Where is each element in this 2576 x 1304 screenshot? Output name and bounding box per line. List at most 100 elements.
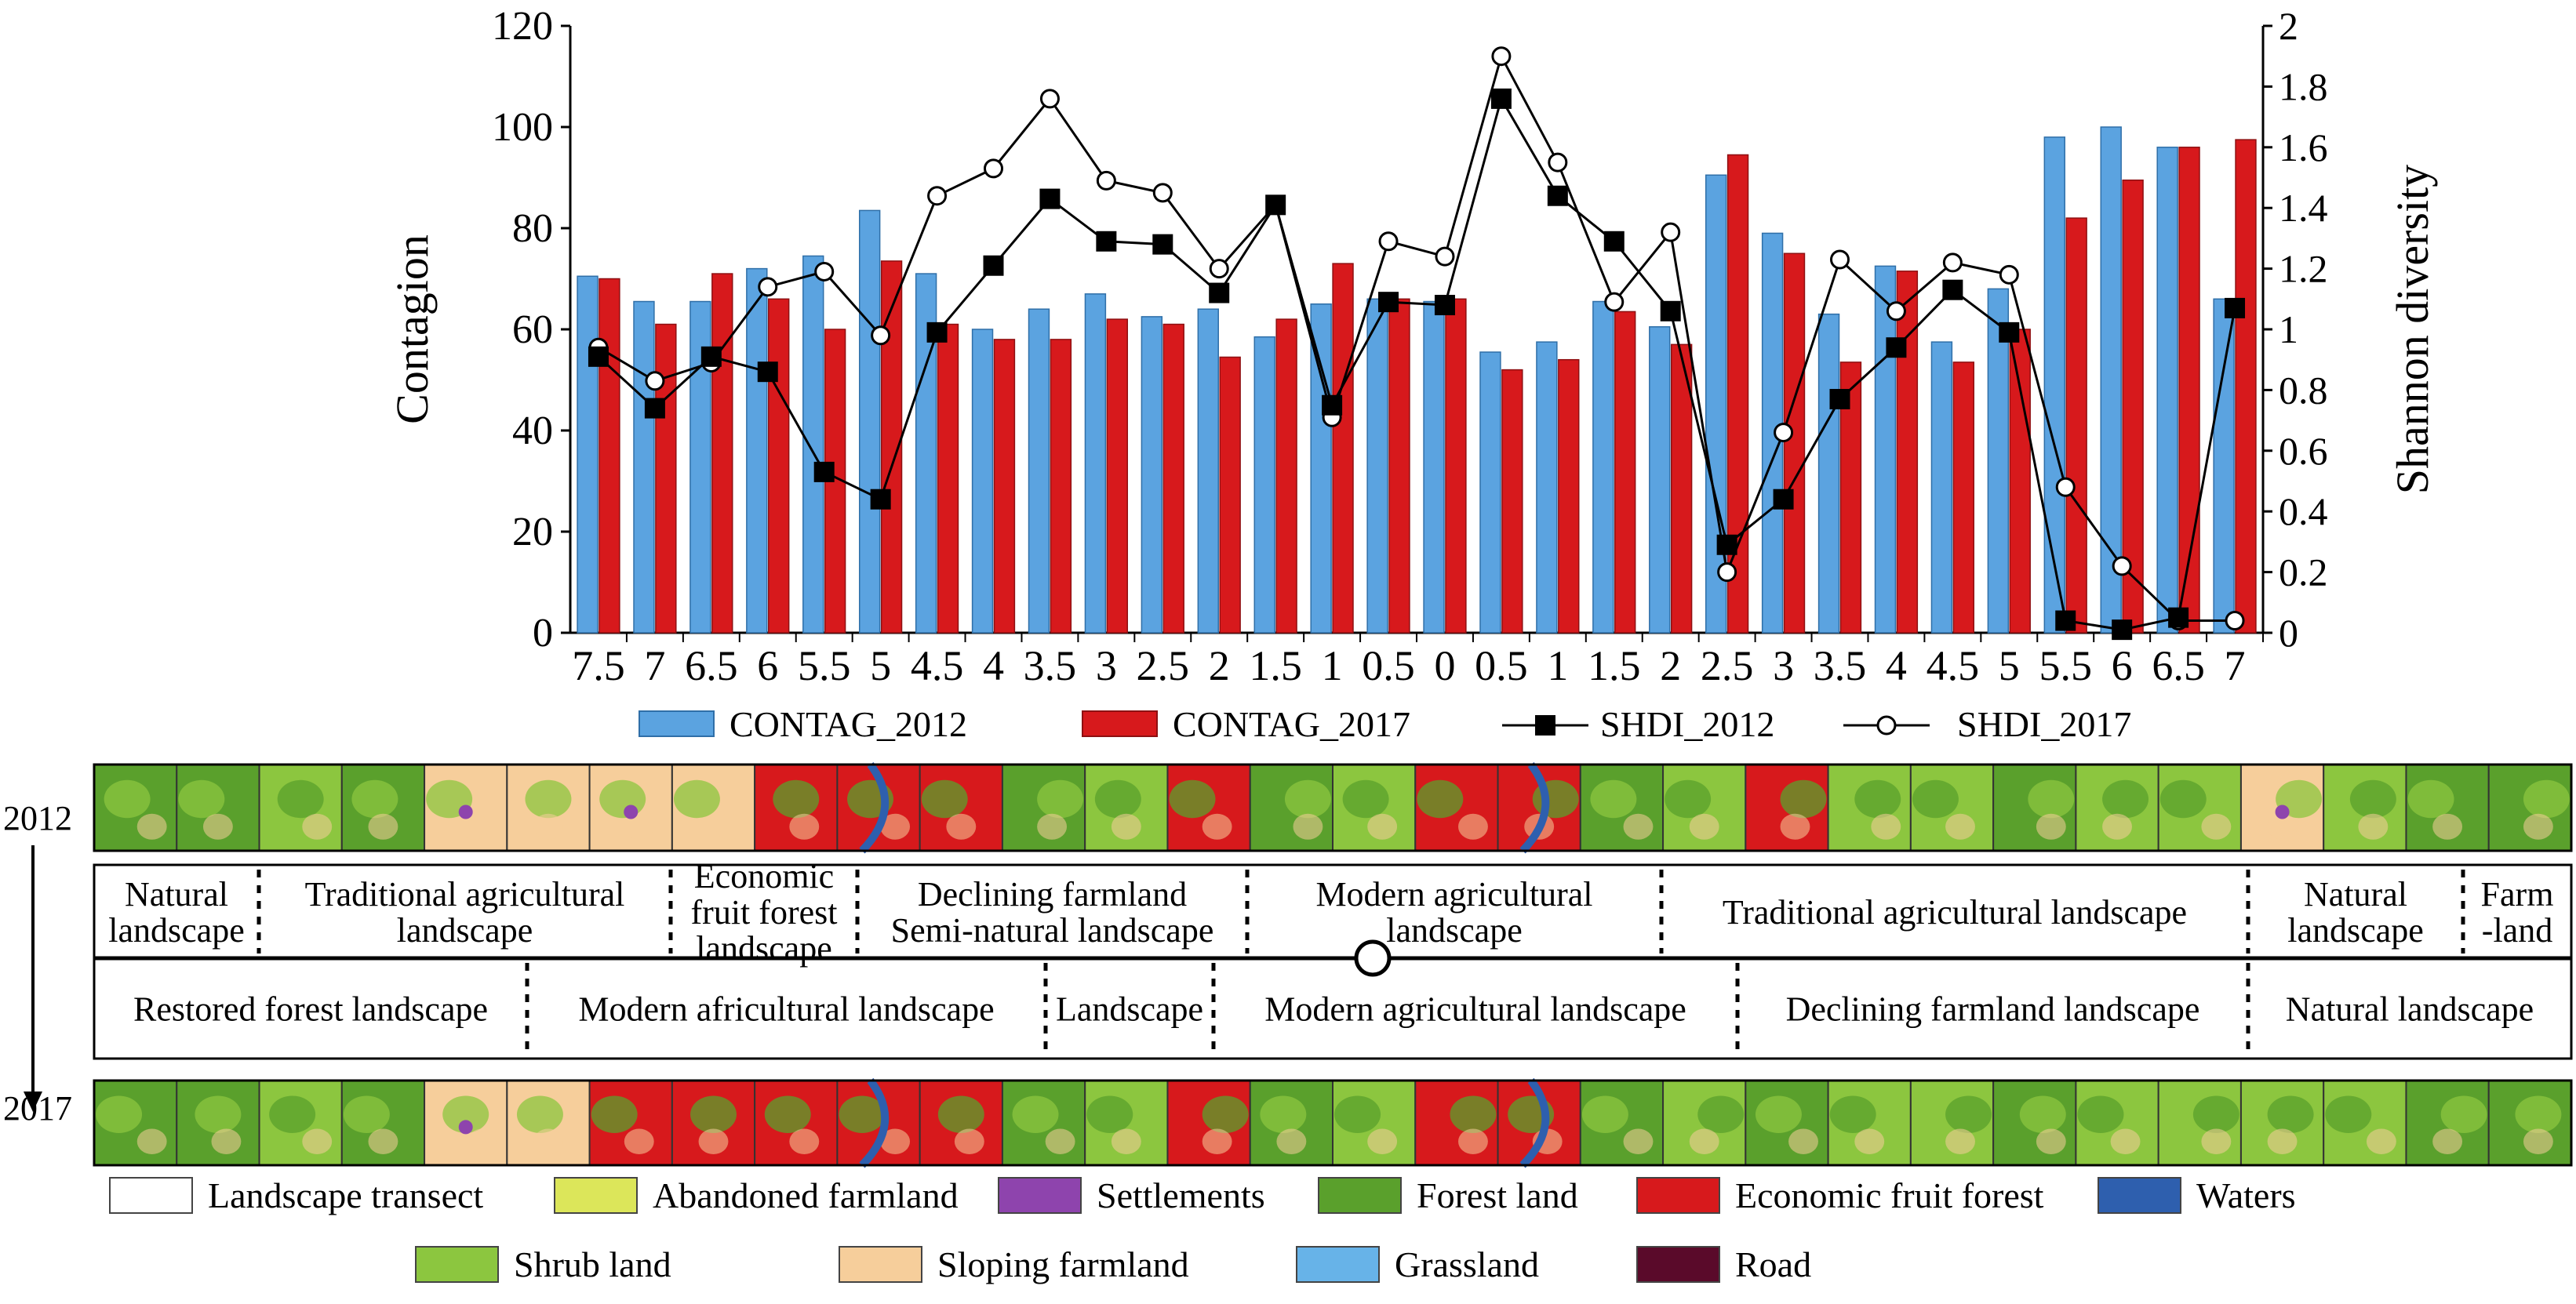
bar-contag-2017 <box>711 273 733 634</box>
point-shdi-2012 <box>700 346 722 367</box>
strip-2012-patch <box>202 813 233 840</box>
strip-2012-patch <box>880 813 911 840</box>
point-shdi-2012 <box>1942 279 1963 300</box>
bar-contag-2017 <box>1332 263 1354 634</box>
legend-label-economic: Economic fruit forest <box>1735 1175 2044 1215</box>
strip-2017-patch <box>1012 1095 1059 1133</box>
legend-swatch-economic <box>1636 1177 1720 1214</box>
point-shdi-2017 <box>1999 264 2019 285</box>
zone-2012-label: Natural <box>125 875 228 914</box>
strip-2017-patch <box>2523 1128 2553 1154</box>
x-tick-label: 6 <box>2112 642 2133 689</box>
point-shdi-2012 <box>1547 185 1568 206</box>
zone-2012-label: Natural <box>2304 875 2407 914</box>
strip-2012-patch <box>1202 813 1232 840</box>
legend-label-contag-2012: CONTAG_2012 <box>730 704 967 744</box>
point-shdi-2017 <box>1152 183 1173 203</box>
strip-2017-patch <box>2325 1095 2372 1133</box>
point-shdi-2012 <box>1999 321 2020 343</box>
point-shdi-2017 <box>1604 292 1625 312</box>
zone-2017-label: Restored forest landscape <box>133 990 488 1028</box>
bar-contag-2012 <box>1197 308 1219 634</box>
strip-2012-patch <box>921 779 968 819</box>
strip-2012-patch <box>1854 779 1901 819</box>
strip-2017-patch <box>1111 1128 1141 1154</box>
strip-2012-patch <box>1780 779 1827 819</box>
strip-2012-patch <box>1458 813 1488 840</box>
strip-2012-patch <box>1037 779 1084 819</box>
strip-2012-patch <box>946 813 977 840</box>
point-shdi-2012 <box>2055 610 2076 631</box>
strip-2017-patch <box>764 1095 811 1133</box>
point-shdi-2012 <box>588 346 609 367</box>
bar-contag-2012 <box>1253 336 1275 634</box>
bar-contag-2017 <box>768 298 790 634</box>
strip-2017-patch <box>1697 1095 1745 1133</box>
point-shdi-2012 <box>983 255 1004 276</box>
bar-contag-2012 <box>2043 136 2065 634</box>
strip-2017-patch <box>937 1095 984 1133</box>
x-tick-label: 5 <box>870 642 891 689</box>
strip-2017-patch <box>1945 1128 1975 1154</box>
zone-center-marker <box>1354 939 1392 977</box>
strip-2012-patch <box>178 779 225 819</box>
strip-2012-border <box>93 763 2573 852</box>
x-tick-label: 3.5 <box>1024 642 1077 689</box>
point-shdi-2012 <box>1265 194 1286 216</box>
strip-2017-settlement <box>458 1120 473 1135</box>
strip-2012-settlement <box>2275 805 2290 819</box>
strip-2012-patch <box>673 779 720 819</box>
bar-contag-2017 <box>655 323 677 634</box>
strip-2012-settlement <box>624 805 639 819</box>
strip-2012-patch <box>2036 813 2066 840</box>
legend-marker-shdi-2012 <box>1535 715 1555 736</box>
y-tick-label: 120 <box>492 4 553 49</box>
strip-2012-patch <box>2432 813 2463 840</box>
x-tick-label: 2.5 <box>1701 642 1754 689</box>
zone-2012-label: Traditional agricultural landscape <box>1723 893 2187 932</box>
strip-2017-patch <box>624 1128 654 1154</box>
zone-2012-label: landscape <box>696 929 831 968</box>
point-shdi-2017 <box>1661 222 1681 242</box>
strip-2017-patch <box>2019 1095 2066 1133</box>
legend-label-transect: Landscape transect <box>208 1175 483 1215</box>
strip-2012-patch <box>351 779 398 819</box>
x-tick-label: 4 <box>983 642 1004 689</box>
point-shdi-2012 <box>757 361 778 383</box>
strip-2012-patch <box>1780 813 1810 840</box>
strip-2012-patch <box>2407 779 2454 819</box>
point-shdi-2012 <box>1434 295 1455 316</box>
strip-2012-patch <box>2349 779 2396 819</box>
y-tick-label: 40 <box>512 409 553 453</box>
bar-contag-2012 <box>1028 308 1050 634</box>
legend-label-grassland: Grassland <box>1395 1244 1539 1284</box>
strip-2017-patch <box>1854 1128 1885 1154</box>
legend-swatch-road <box>1636 1246 1720 1283</box>
bar-contag-2017 <box>1445 298 1467 634</box>
chart-legend: CONTAG_2012 CONTAG_2017 SHDI_2012 SHDI_2017 <box>639 704 2131 744</box>
strip-2017-patch <box>954 1128 984 1154</box>
strip-2012-patch <box>1293 813 1323 840</box>
strip-2017-patch <box>195 1095 242 1133</box>
x-tick-label: 5 <box>1999 642 2020 689</box>
strip-2017-patch <box>698 1128 729 1154</box>
strip-2012-patch <box>2523 813 2553 840</box>
strip-2017-patch <box>2432 1128 2463 1154</box>
strip-2017-patch <box>1450 1095 1497 1133</box>
zone-2017-label: Declining farmland landscape <box>1786 990 2200 1028</box>
contagion-shannon-chart: 02040608010012000.20.40.60.811.21.41.61.… <box>492 4 2328 689</box>
bar-contag-2017 <box>1275 318 1297 634</box>
point-shdi-2017 <box>1378 231 1399 252</box>
bar-contag-2017 <box>1219 356 1241 634</box>
zone-2017-label: Modern africultural landscape <box>578 990 994 1028</box>
bar-contag-2017 <box>1614 311 1636 634</box>
point-shdi-2012 <box>1773 489 1794 510</box>
strip-2017-patch <box>467 1128 497 1154</box>
x-tick-label: 2 <box>1209 642 1230 689</box>
strip-2017-river <box>1519 1077 1550 1168</box>
point-shdi-2017 <box>1039 89 1060 109</box>
bar-contag-2012 <box>1141 316 1163 634</box>
bar-contag-2017 <box>599 278 620 634</box>
legend-label-road: Road <box>1735 1244 1811 1284</box>
zone-2012-label: fruit forest <box>691 893 838 932</box>
